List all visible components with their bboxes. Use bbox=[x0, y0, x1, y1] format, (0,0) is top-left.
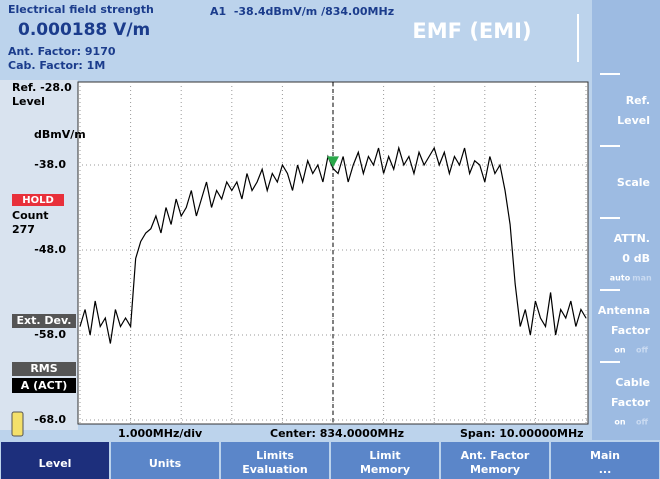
bottom-softkey[interactable] bbox=[551, 442, 659, 479]
bottom-softkey[interactable] bbox=[441, 442, 549, 479]
hold: HOLD bbox=[22, 195, 54, 206]
softkey-label: Cable bbox=[615, 376, 650, 389]
softkey-label: 0 dB bbox=[622, 252, 650, 265]
softkey-label: Factor bbox=[611, 324, 651, 337]
div-label: 1.000MHz/div bbox=[118, 427, 203, 440]
softkey[interactable] bbox=[594, 78, 658, 144]
bottom-softkey-label: Units bbox=[149, 457, 182, 470]
hold-badge bbox=[12, 194, 64, 206]
marker-readout: A1 -38.4dBmV/m /834.00MHz bbox=[210, 5, 394, 18]
softkey-label: ATTN. bbox=[614, 232, 650, 245]
trace bbox=[79, 145, 587, 344]
y-tick-label: -58.0 bbox=[34, 328, 66, 341]
detector-badge bbox=[12, 362, 76, 376]
trace-label: A (ACT) bbox=[21, 379, 68, 392]
detector: RMS bbox=[30, 362, 57, 375]
count-label: Count bbox=[12, 209, 49, 222]
ref-label: Level bbox=[12, 95, 45, 108]
softkey-label: Ref. bbox=[626, 94, 650, 107]
softkey-option: on bbox=[614, 418, 625, 427]
bottom-softkey[interactable] bbox=[331, 442, 439, 479]
bottom-softkey[interactable] bbox=[221, 442, 329, 479]
center-label: Center: 834.0000MHz bbox=[270, 427, 404, 440]
softkey-option: auto bbox=[610, 274, 631, 283]
softkey-label: Level bbox=[617, 114, 650, 127]
softkey-option: man bbox=[632, 274, 652, 283]
softkey-label: Factor bbox=[611, 396, 651, 409]
ext-dev-badge bbox=[12, 314, 76, 328]
bottom-softkey-label: Limit bbox=[369, 449, 400, 462]
bottom-softkey-label: Memory bbox=[470, 463, 520, 476]
trace-badge bbox=[12, 378, 76, 393]
marker bbox=[327, 156, 339, 168]
bottom-softkey[interactable] bbox=[1, 442, 109, 479]
battery-icon bbox=[11, 411, 24, 437]
mode: EMF (EMI) bbox=[412, 19, 531, 43]
reading: 0.000188 V/m bbox=[18, 20, 150, 40]
bottom-softkey-label: Level bbox=[39, 457, 72, 470]
ext-dev: Ext. Dev. bbox=[17, 314, 72, 327]
y-tick-label: -48.0 bbox=[34, 243, 66, 256]
ref-level: Ref. -28.0 bbox=[12, 81, 72, 94]
bottom-softkey-label: Limits bbox=[256, 449, 294, 462]
bottom-softkey[interactable] bbox=[111, 442, 219, 479]
bottom-softkey-label: Evaluation bbox=[242, 463, 308, 476]
bottom-softkey-label: Memory bbox=[360, 463, 410, 476]
y-tick-label: -38.0 bbox=[34, 158, 66, 171]
softkey-label: Antenna bbox=[598, 304, 650, 317]
bottom-softkey-label: Main bbox=[590, 449, 620, 462]
span-label: Span: 10.00000MHz bbox=[460, 427, 584, 440]
softkey-label: Scale bbox=[617, 176, 650, 189]
unit: dBmV/m bbox=[34, 128, 86, 141]
bottom-softkey-label: Ant. Factor bbox=[461, 449, 530, 462]
cab-factor: Cab. Factor: 1M bbox=[8, 59, 105, 72]
ant-factor: Ant. Factor: 9170 bbox=[8, 45, 116, 58]
softkey-option: on bbox=[614, 346, 625, 355]
bottom-softkey-label: ... bbox=[599, 463, 612, 476]
measurement: Electrical field strength bbox=[8, 3, 154, 16]
y-tick-label: -68.0 bbox=[34, 413, 66, 426]
count: 277 bbox=[12, 223, 35, 236]
softkey-option: off bbox=[636, 418, 648, 427]
softkey-option: off bbox=[636, 346, 648, 355]
